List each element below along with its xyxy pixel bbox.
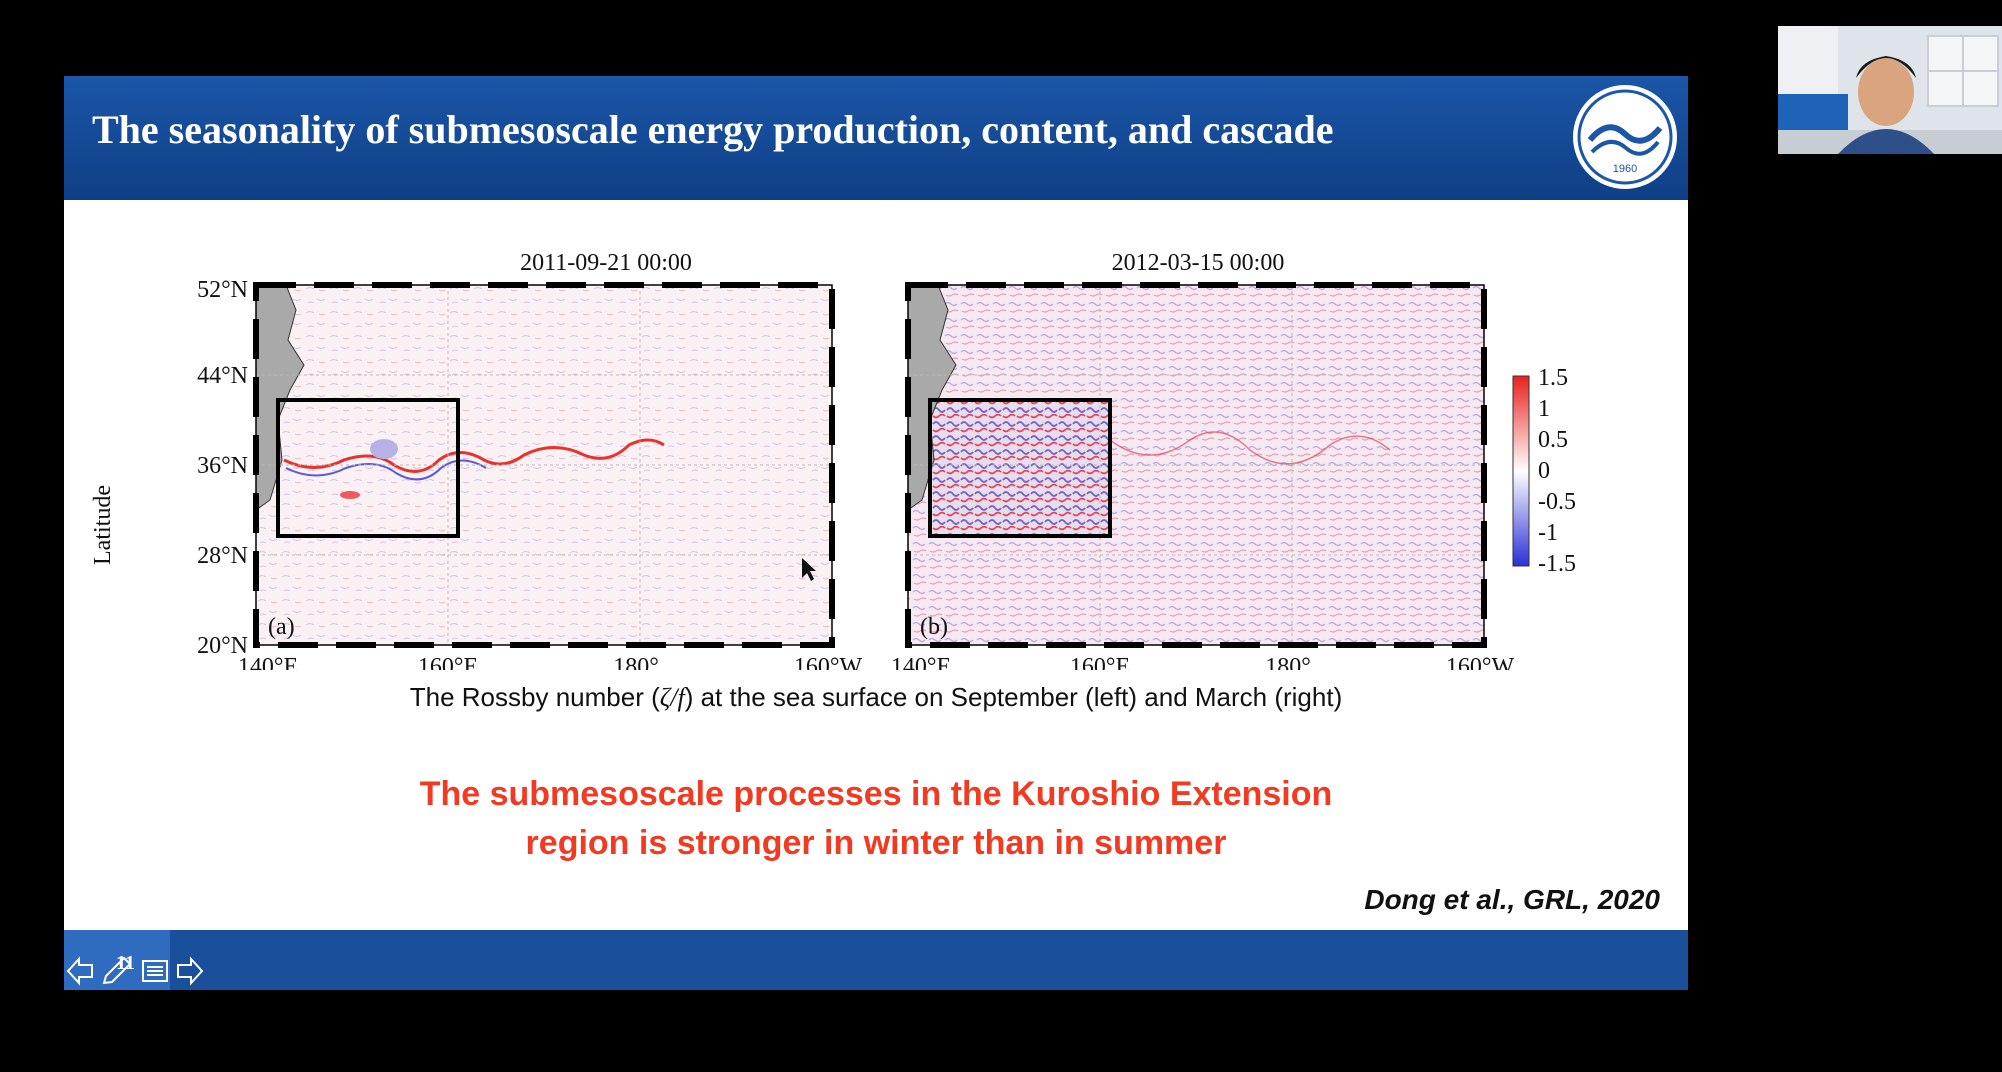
lon-ticks-a: 140°E 160°E 180° 160°W: [238, 654, 863, 670]
panel-a: 2011-09-21 00:00: [253, 250, 835, 648]
takeaway-line-2: region is stronger in winter than in sum…: [525, 824, 1227, 862]
kuroshio-box-a: [276, 398, 460, 538]
takeaway-line-1: The submesoscale processes in the Kurosh…: [419, 775, 1333, 813]
lon-tick: 160°E: [1070, 654, 1130, 670]
lon-tick: 160°W: [794, 654, 863, 670]
rossby-figure: 2011-09-21 00:00: [90, 250, 1576, 670]
colorbar-tick: -1.5: [1538, 551, 1576, 577]
logo-year: 1960: [1613, 163, 1637, 175]
lon-tick: 140°E: [238, 654, 298, 670]
citation: Dong et al., GRL, 2020: [1364, 884, 1660, 915]
slide-header: [64, 76, 1688, 200]
lon-tick: 180°: [613, 654, 659, 670]
lon-tick: 140°E: [891, 654, 951, 670]
panel-a-date: 2011-09-21 00:00: [520, 250, 692, 276]
menu-icon[interactable]: [140, 956, 170, 986]
lon-tick: 160°W: [1446, 654, 1515, 670]
mouse-cursor-icon: [802, 558, 816, 581]
lat-tick: 36°N: [197, 453, 248, 479]
kuroshio-box-b: [928, 398, 1112, 538]
lat-tick: 20°N: [197, 633, 248, 659]
colorbar-tick: 1: [1538, 396, 1550, 422]
pen-icon[interactable]: [100, 956, 134, 986]
slide-number: 11: [116, 952, 135, 974]
figure-caption: The Rossby number (ζ/f) at the sea surfa…: [64, 682, 1688, 713]
panel-b-date: 2012-03-15 00:00: [1112, 250, 1285, 276]
lon-ticks-b: 140°E 160°E 180° 160°W: [891, 654, 1515, 670]
colorbar-tick: 0.5: [1538, 427, 1568, 453]
slide: The seasonality of submesoscale energy p…: [64, 76, 1688, 990]
university-logo: 1960: [1573, 85, 1677, 189]
caption-prefix: The Rossby number (: [409, 682, 660, 712]
takeaway-text: The submesoscale processes in the Kurosh…: [64, 770, 1688, 868]
webcam-video: [1778, 26, 2002, 154]
panel-a-label: (a): [268, 614, 295, 640]
panel-b-label: (b): [920, 614, 948, 640]
colorbar-tick: 1.5: [1538, 365, 1568, 391]
lat-tick: 28°N: [197, 543, 248, 569]
prev-arrow-icon[interactable]: [66, 956, 96, 986]
colorbar-tick: -1: [1538, 520, 1558, 546]
lat-tick: 52°N: [197, 277, 248, 303]
colorbar-tick: -0.5: [1538, 489, 1576, 515]
next-arrow-icon[interactable]: [174, 956, 204, 986]
colorbar: 1.5 1 0.5 0 -0.5 -1 -1.5: [1512, 365, 1576, 577]
panel-b: 2012-03-15 00:00 (b): [905, 250, 1487, 648]
lon-tick: 180°: [1265, 654, 1311, 670]
lat-tick: 44°N: [197, 363, 248, 389]
colorbar-tick: 0: [1538, 458, 1550, 484]
lon-tick: 160°E: [418, 654, 478, 670]
caption-suffix: ) at the sea surface on September (left)…: [684, 682, 1343, 712]
slide-footer: [64, 930, 1688, 990]
lat-ticks: 52°N 44°N 36°N 28°N 20°N: [197, 277, 248, 659]
ylabel: Latitude: [90, 485, 116, 565]
caption-symbol: ζ/f: [659, 683, 685, 712]
slide-title: The seasonality of submesoscale energy p…: [92, 107, 1334, 152]
